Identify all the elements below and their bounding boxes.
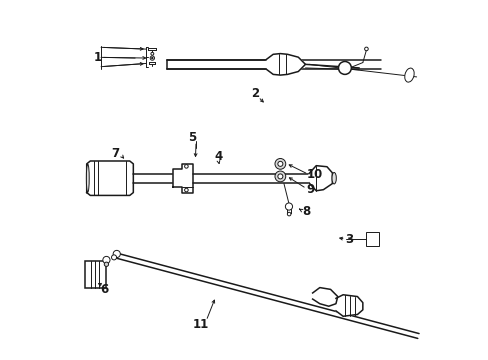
Ellipse shape <box>404 68 413 82</box>
Circle shape <box>184 188 188 192</box>
Bar <box>85 261 106 288</box>
Circle shape <box>287 212 290 216</box>
Circle shape <box>150 56 154 60</box>
Polygon shape <box>312 288 337 306</box>
Circle shape <box>285 203 292 210</box>
Text: 5: 5 <box>188 131 196 144</box>
Polygon shape <box>308 166 332 191</box>
Ellipse shape <box>331 172 336 184</box>
Text: 3: 3 <box>345 233 353 246</box>
Circle shape <box>102 256 110 264</box>
Text: 9: 9 <box>306 183 314 196</box>
Circle shape <box>151 52 153 55</box>
Circle shape <box>111 255 116 260</box>
Circle shape <box>277 161 282 166</box>
Text: 6: 6 <box>100 283 108 296</box>
Text: 1: 1 <box>94 51 102 64</box>
Ellipse shape <box>86 164 89 192</box>
Circle shape <box>274 171 285 182</box>
Circle shape <box>338 62 351 75</box>
Circle shape <box>151 57 153 59</box>
Text: 10: 10 <box>305 168 322 181</box>
Circle shape <box>274 158 285 169</box>
Text: 8: 8 <box>302 205 310 218</box>
Polygon shape <box>335 295 362 316</box>
Circle shape <box>104 262 108 266</box>
Bar <box>366 232 378 246</box>
Circle shape <box>364 47 367 51</box>
Polygon shape <box>86 161 133 195</box>
Text: 2: 2 <box>251 87 259 100</box>
Circle shape <box>184 165 188 168</box>
Polygon shape <box>172 164 192 193</box>
Circle shape <box>277 174 282 179</box>
Circle shape <box>113 250 120 257</box>
Text: 11: 11 <box>192 318 208 331</box>
Text: 7: 7 <box>111 147 119 159</box>
Text: 4: 4 <box>214 150 222 163</box>
Polygon shape <box>265 54 305 75</box>
